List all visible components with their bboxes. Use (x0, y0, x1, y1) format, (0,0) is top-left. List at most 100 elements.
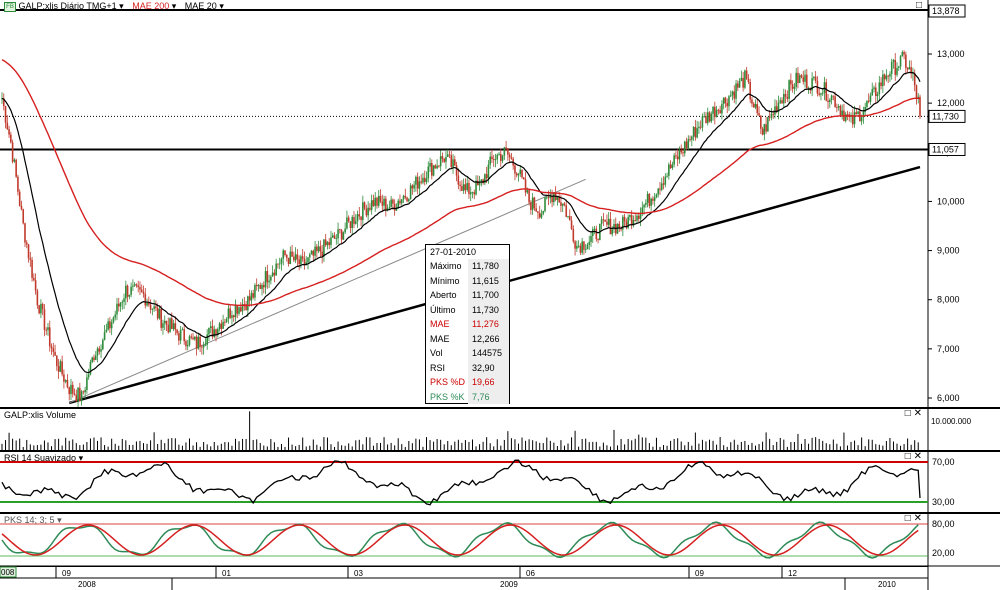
volume-bar (181, 445, 183, 450)
candle-body (213, 329, 216, 337)
candle-body (232, 315, 235, 318)
tooltip-value: 7,76 (468, 389, 509, 404)
volume-bar (482, 441, 484, 450)
volume-bar (231, 445, 233, 450)
volume-bar (309, 445, 311, 450)
ma200-label[interactable]: MAE 200 (132, 1, 170, 11)
tooltip-value: 11,615 (468, 273, 509, 288)
candle-body (544, 197, 546, 212)
top-price-label-box (928, 4, 966, 18)
price-pane-header: FB GALP:xlis Diário TMG+1 ▾ MAE 200 ▾ MA… (4, 0, 224, 12)
stoch-d-line[interactable] (1, 524, 919, 556)
candle-body (40, 303, 42, 314)
candle-body (839, 106, 842, 116)
candle-body (2, 98, 5, 107)
candle-body (50, 346, 53, 349)
volume-title[interactable]: GALP:xlis Volume (4, 410, 77, 420)
volume-bar (376, 442, 378, 450)
volume-bar (762, 441, 764, 450)
dropdown-icon[interactable]: ▾ (57, 515, 62, 525)
candle-body (303, 258, 306, 266)
volume-bar (203, 442, 205, 450)
rsi-line[interactable] (1, 459, 921, 506)
candle-body (379, 195, 382, 202)
candle-body (376, 197, 378, 206)
volume-bar (609, 446, 611, 450)
candle-body (846, 114, 849, 116)
volume-bar (220, 443, 222, 450)
ma20-line[interactable] (1, 71, 921, 374)
tooltip-key: MAE (430, 319, 450, 329)
symbol-title[interactable]: GALP:xlis Diário TMG+1 (18, 1, 117, 11)
candle-body (855, 112, 858, 115)
candle-body (119, 302, 122, 307)
candle-body (392, 199, 394, 204)
stoch-pane[interactable] (0, 514, 928, 566)
candle-body (480, 179, 483, 182)
dropdown-icon[interactable]: ▾ (171, 1, 177, 11)
candle-body (905, 54, 907, 68)
candle-body (768, 117, 771, 119)
candle-body (600, 219, 603, 224)
close-icon[interactable]: ✕ (913, 451, 922, 462)
candle-body (462, 184, 465, 191)
rsi-tick-label: 70,00 (932, 457, 955, 467)
volume-bar (790, 442, 792, 450)
candle-body (821, 92, 824, 94)
volume-bar (19, 438, 21, 450)
candle-body (908, 67, 911, 70)
ma200-line[interactable] (1, 59, 921, 307)
volume-bar (43, 440, 45, 450)
candle-body (721, 103, 723, 114)
candle-body (563, 203, 566, 206)
volume-bar (429, 440, 431, 450)
volume-pane-header: GALP:xlis Volume (4, 409, 76, 421)
month-label: 09 (695, 569, 704, 578)
maximize-icon[interactable]: □ (904, 408, 911, 419)
candle-body (827, 100, 829, 103)
candle-body (775, 106, 778, 113)
thin-trendline[interactable] (69, 178, 586, 404)
candle-body (804, 74, 806, 82)
candle-body (556, 196, 559, 200)
candle-body (266, 271, 269, 283)
volume-bar (249, 411, 251, 450)
volume-bar (383, 437, 385, 450)
volume-bar (914, 440, 916, 450)
volume-bar (712, 440, 714, 450)
maximize-icon[interactable]: □ (904, 451, 911, 462)
candle-body (837, 106, 840, 108)
close-icon[interactable]: ✕ (913, 408, 922, 419)
value-axis-column (928, 0, 1000, 590)
stoch-title[interactable]: PKS 14; 3; 5 (4, 515, 55, 525)
tooltip-value: 19,66 (468, 375, 509, 390)
candle-body (82, 391, 85, 393)
candle-body (521, 169, 523, 178)
dropdown-icon[interactable]: ▾ (119, 1, 124, 11)
volume-bar (553, 442, 555, 450)
dropdown-icon[interactable]: ▾ (78, 453, 84, 463)
maximize-icon[interactable]: □ (904, 513, 911, 524)
candle-body (687, 139, 690, 148)
candle-body (186, 344, 189, 347)
candle-body (740, 77, 743, 82)
candle-body (229, 308, 231, 318)
rsi-title[interactable]: RSI 14 Suavizado (4, 453, 77, 463)
candle-body (915, 85, 918, 98)
candle-body (79, 387, 81, 402)
candle-body (637, 215, 640, 219)
maximize-icon[interactable]: □ (915, 0, 922, 11)
tooltip-row: PKS %K 7,76 (426, 389, 509, 404)
candle-body (643, 204, 645, 208)
volume-bar (457, 439, 459, 450)
volume-bar (556, 446, 558, 450)
volume-bar (507, 431, 509, 450)
candle-body (18, 191, 21, 206)
volume-pane[interactable] (0, 409, 928, 450)
close-icon[interactable]: ✕ (913, 513, 922, 524)
ma20-label[interactable]: MAE 20 (184, 1, 217, 11)
volume-bar (213, 441, 215, 450)
candle-body (517, 174, 520, 176)
dropdown-icon[interactable]: ▾ (219, 1, 224, 11)
